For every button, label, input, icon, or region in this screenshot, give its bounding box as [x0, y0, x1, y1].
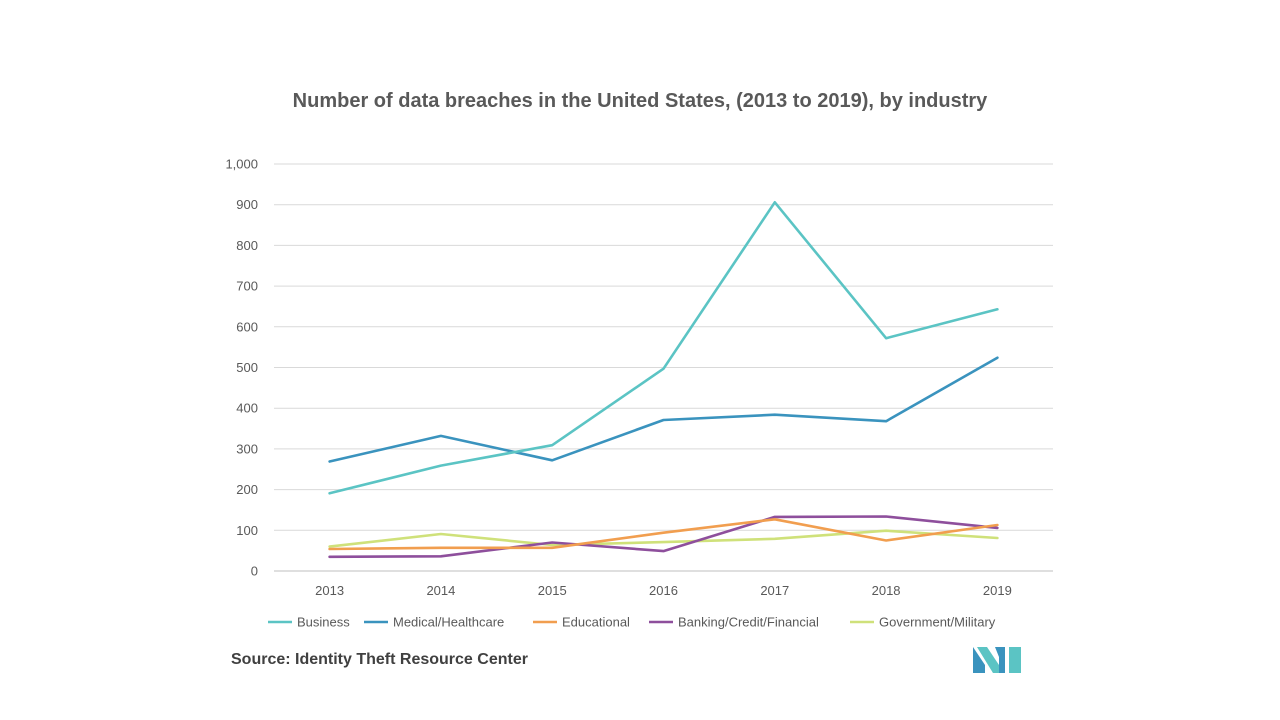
x-tick-label: 2016 [649, 583, 678, 598]
series-line-banking-credit-financial [328, 515, 999, 559]
x-tick-label: 2013 [315, 583, 344, 598]
series-line-government-military [328, 529, 999, 548]
y-tick-label: 700 [236, 279, 258, 294]
mordor-intelligence-logo-icon [973, 647, 1021, 673]
y-tick-label: 500 [236, 360, 258, 375]
legend-label: Banking/Credit/Financial [678, 615, 819, 630]
y-tick-label: 800 [236, 238, 258, 253]
y-tick-label: 300 [236, 441, 258, 456]
series-line-medical-healthcare [328, 356, 999, 463]
source-note: Source: Identity Theft Resource Center [231, 651, 528, 668]
legend-label: Educational [562, 615, 630, 630]
legend-label: Business [297, 615, 350, 630]
y-tick-label: 900 [236, 197, 258, 212]
chart-title: Number of data breaches in the United St… [292, 90, 988, 112]
legend-label: Government/Military [879, 615, 996, 630]
y-axis-ticks: 0 100 200 300 400 500 600 700 800 900 1,000 [225, 157, 258, 579]
y-tick-label: 400 [236, 401, 258, 416]
x-tick-label: 2014 [426, 583, 455, 598]
x-tick-label: 2018 [872, 583, 901, 598]
x-tick-label: 2015 [538, 583, 567, 598]
gridlines [274, 163, 1053, 572]
legend: Business Medical/Healthcare Educational Ban… [268, 615, 996, 630]
y-tick-label: 600 [236, 319, 258, 334]
y-tick-label: 0 [251, 564, 258, 579]
y-tick-label: 100 [236, 523, 258, 538]
y-tick-label: 200 [236, 482, 258, 497]
series-lines [328, 201, 999, 559]
legend-label: Medical/Healthcare [393, 615, 504, 630]
series-line-business [328, 201, 999, 495]
series-line-educational [328, 517, 999, 551]
x-tick-label: 2017 [760, 583, 789, 598]
y-tick-label: 1,000 [225, 157, 258, 172]
x-tick-label: 2019 [983, 583, 1012, 598]
x-axis-ticks: 2013 2014 2015 2016 2017 2018 2019 [315, 583, 1012, 598]
